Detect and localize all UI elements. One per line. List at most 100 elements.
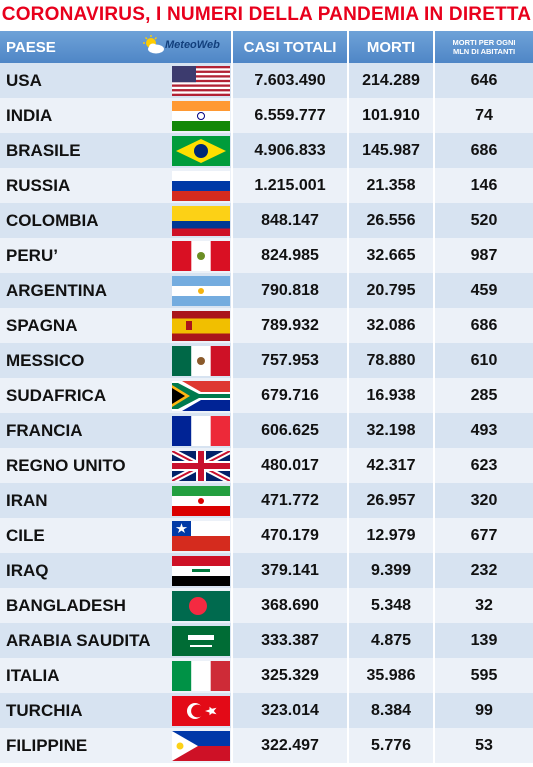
country-name: RUSSIA — [6, 175, 71, 195]
deaths-per-million-cell: 677 — [470, 526, 498, 544]
table-row: FRANCIA 606.625 32.198 493 — [0, 413, 533, 448]
country-name: FRANCIA — [6, 420, 83, 440]
deaths-per-million-cell: 53 — [475, 736, 493, 754]
deaths-per-million-cell: 686 — [470, 316, 498, 334]
table-row: SUDAFRICA 679.716 16.938 285 — [0, 378, 533, 413]
total-cases-cell: 790.818 — [233, 273, 349, 308]
total-cases-cell: 471.772 — [233, 483, 349, 518]
country-cell: CILE — [0, 518, 233, 553]
deaths-cell: 145.987 — [349, 133, 435, 168]
total-cases-cell: 757.953 — [233, 343, 349, 378]
country-cell: COLOMBIA — [0, 203, 233, 238]
country-cell: SPAGNA — [0, 308, 233, 343]
country-cell: ARGENTINA — [0, 273, 233, 308]
deaths-cell: 5.348 — [349, 588, 435, 623]
table-row: PERU’ 824.985 32.665 987 — [0, 238, 533, 273]
saudi-arabia-flag-icon — [172, 626, 230, 656]
country-name: INDIA — [6, 105, 53, 125]
table-row: IRAN 471.772 26.957 320 — [0, 483, 533, 518]
deaths-per-million-cell: 646 — [470, 71, 498, 89]
table-row: BRASILE 4.906.833 145.987 686 — [0, 133, 533, 168]
total-cases-cell: 470.179 — [233, 518, 349, 553]
total-cases-cell: 322.497 — [233, 728, 349, 763]
turkey-flag-icon — [172, 696, 230, 726]
deaths-cell: 12.979 — [349, 518, 435, 553]
header-casi: CASI TOTALI — [233, 31, 349, 63]
country-name: IRAQ — [6, 560, 49, 580]
country-cell: RUSSIA — [0, 168, 233, 203]
mexico-flag-icon — [172, 346, 230, 376]
country-name: ITALIA — [6, 665, 60, 685]
table-body: USA 7.603.490 214.289 646 INDIA 6.559.777 101.… — [0, 63, 533, 763]
meteoweb-logo: MeteoWeb — [143, 35, 220, 55]
table-row: RUSSIA 1.215.001 21.358 146 — [0, 168, 533, 203]
covid-table: PAESE MeteoWeb CASI TOTALI MORTI MORTI P… — [0, 31, 533, 763]
deaths-cell: 42.317 — [349, 448, 435, 483]
country-cell: SUDAFRICA — [0, 378, 233, 413]
iran-flag-icon — [172, 486, 230, 516]
table-row: COLOMBIA 848.147 26.556 520 — [0, 203, 533, 238]
country-name: TURCHIA — [6, 700, 83, 720]
deaths-cell: 9.399 — [349, 553, 435, 588]
country-name: BRASILE — [6, 140, 81, 160]
bangladesh-flag-icon — [172, 591, 230, 621]
country-cell: REGNO UNITO — [0, 448, 233, 483]
country-name: USA — [6, 70, 42, 90]
deaths-cell: 32.198 — [349, 413, 435, 448]
deaths-per-million-cell: 232 — [470, 561, 498, 579]
total-cases-cell: 824.985 — [233, 238, 349, 273]
total-cases-cell: 848.147 — [233, 203, 349, 238]
brazil-flag-icon — [172, 136, 230, 166]
table-row: CILE 470.179 12.979 677 — [0, 518, 533, 553]
deaths-cell: 5.776 — [349, 728, 435, 763]
deaths-cell: 78.880 — [349, 343, 435, 378]
iraq-flag-icon — [172, 556, 230, 586]
logo-text: MeteoWeb — [165, 39, 220, 51]
deaths-per-million-cell: 459 — [470, 281, 498, 299]
table-row: INDIA 6.559.777 101.910 74 — [0, 98, 533, 133]
total-cases-cell: 323.014 — [233, 693, 349, 728]
total-cases-cell: 368.690 — [233, 588, 349, 623]
deaths-per-million-cell: 520 — [470, 211, 498, 229]
country-name: SUDAFRICA — [6, 385, 107, 405]
total-cases-cell: 789.932 — [233, 308, 349, 343]
country-name: PERU’ — [6, 245, 58, 265]
country-cell: TURCHIA — [0, 693, 233, 728]
total-cases-cell: 333.387 — [233, 623, 349, 658]
peru-flag-icon — [172, 241, 230, 271]
total-cases-cell: 325.329 — [233, 658, 349, 693]
total-cases-cell: 4.906.833 — [233, 133, 349, 168]
country-cell: USA — [0, 63, 233, 98]
deaths-per-million-cell: 595 — [470, 666, 498, 684]
deaths-per-million-cell: 320 — [470, 491, 498, 509]
deaths-per-million-cell: 493 — [470, 421, 498, 439]
deaths-cell: 101.910 — [349, 98, 435, 133]
deaths-per-million-cell: 623 — [470, 456, 498, 474]
deaths-per-million-cell: 146 — [470, 176, 498, 194]
france-flag-icon — [172, 416, 230, 446]
country-cell: ARABIA SAUDITA — [0, 623, 233, 658]
page-title: CORONAVIRUS, I NUMERI DELLA PANDEMIA IN … — [1, 4, 532, 25]
country-cell: FILIPPINE — [0, 728, 233, 763]
argentina-flag-icon — [172, 276, 230, 306]
table-row: MESSICO 757.953 78.880 610 — [0, 343, 533, 378]
country-name: ARABIA SAUDITA — [6, 630, 151, 650]
south-africa-flag-icon — [172, 381, 230, 411]
deaths-per-million-cell: 99 — [475, 701, 493, 719]
table-row: ARABIA SAUDITA 333.387 4.875 139 — [0, 623, 533, 658]
table-header: PAESE MeteoWeb CASI TOTALI MORTI MORTI P… — [0, 31, 533, 63]
total-cases-cell: 6.559.777 — [233, 98, 349, 133]
deaths-cell: 32.665 — [349, 238, 435, 273]
header-ratio-line1: MORTI PER OGNI — [452, 38, 516, 47]
table-row: USA 7.603.490 214.289 646 — [0, 63, 533, 98]
deaths-cell: 20.795 — [349, 273, 435, 308]
country-cell: IRAQ — [0, 553, 233, 588]
deaths-per-million-cell: 987 — [470, 246, 498, 264]
country-name: IRAN — [6, 490, 48, 510]
deaths-cell: 214.289 — [349, 63, 435, 98]
italy-flag-icon — [172, 661, 230, 691]
sun-cloud-icon — [143, 35, 164, 54]
deaths-cell: 16.938 — [349, 378, 435, 413]
table-row: ITALIA 325.329 35.986 595 — [0, 658, 533, 693]
table-row: REGNO UNITO 480.017 42.317 623 — [0, 448, 533, 483]
